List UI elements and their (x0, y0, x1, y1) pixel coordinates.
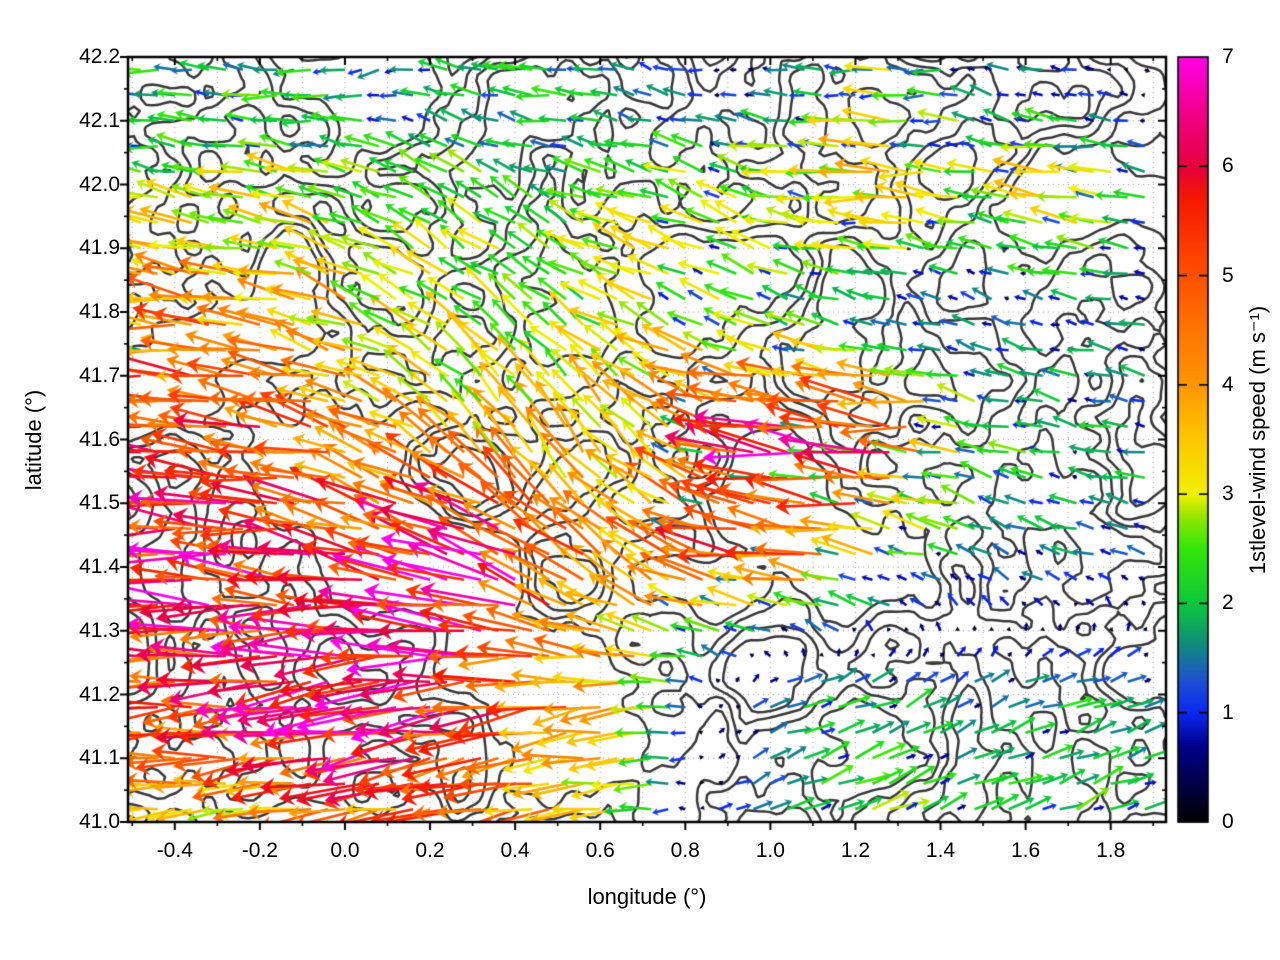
x-tick-label: 1.6 (1011, 839, 1041, 862)
x-tick-label: 0.0 (330, 839, 360, 862)
x-tick-label: 0.2 (415, 839, 445, 862)
y-tick-label: 41.6 (79, 427, 120, 451)
colorbar-tick-label: 6 (1222, 154, 1234, 178)
y-tick-label: 41.7 (79, 363, 120, 387)
colorbar-tick-label: 1 (1222, 700, 1234, 724)
y-tick-label: 41.1 (79, 746, 120, 770)
colorbar-tick-label: 4 (1222, 372, 1234, 396)
x-tick-label: -0.2 (241, 839, 278, 862)
colorbar-tick-label: 0 (1222, 810, 1234, 833)
x-tick-label: 1.2 (840, 839, 871, 862)
y-tick-label: 41.4 (79, 555, 120, 578)
x-tick-label: 1.4 (925, 839, 956, 862)
x-axis-label: longitude (°) (587, 884, 707, 909)
y-tick-label: 41.0 (79, 810, 120, 833)
colorbar-tick-label: 5 (1222, 263, 1234, 287)
x-tick-label: 0.8 (670, 839, 700, 862)
x-tick-label: -0.4 (156, 839, 193, 862)
x-tick-label: 0.4 (500, 839, 530, 862)
y-tick-label: 42.2 (79, 45, 120, 68)
colorbar-tick-label: 3 (1222, 482, 1234, 506)
y-tick-label: 42.1 (79, 108, 120, 132)
colorbar-label: 1stlevel-wind speed (m s⁻¹) (1245, 305, 1270, 575)
y-tick-label: 41.2 (79, 682, 120, 706)
y-tick-label: 41.3 (79, 618, 120, 642)
colorbar-tick-label: 7 (1222, 45, 1234, 68)
y-tick-label: 41.8 (79, 300, 120, 323)
colorbar-tick-label: 2 (1222, 591, 1234, 615)
x-tick-label: 0.6 (585, 839, 615, 862)
y-tick-label: 41.5 (79, 491, 120, 515)
y-tick-label: 42.0 (79, 172, 120, 196)
x-tick-label: 1.0 (755, 839, 785, 862)
x-tick-label: 1.8 (1096, 839, 1126, 862)
y-tick-label: 41.9 (79, 236, 120, 260)
